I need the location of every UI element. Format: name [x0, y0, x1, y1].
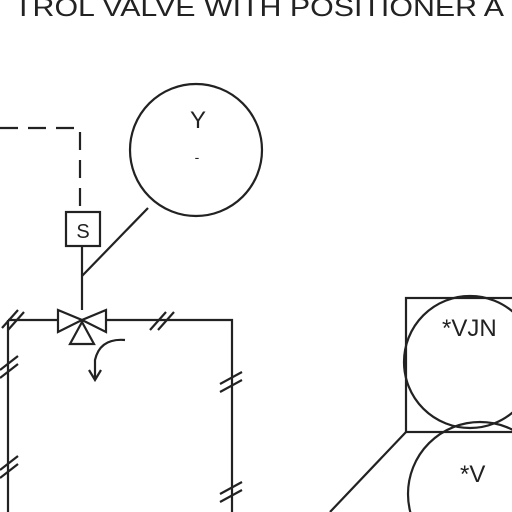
- node-label: *VJN: [442, 315, 497, 342]
- title: TROL VALVE WITH POSITIONER A: [14, 0, 505, 22]
- node-label: Y: [190, 107, 206, 134]
- lines: [0, 82, 512, 512]
- node-sublabel: -: [195, 149, 200, 165]
- node-label: S: [76, 221, 89, 243]
- node-label: *V: [460, 461, 485, 488]
